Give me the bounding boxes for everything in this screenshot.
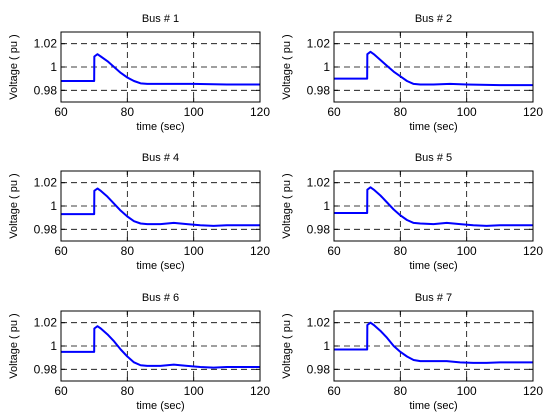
series-line: [61, 187, 260, 227]
x-tick-label: 60: [54, 384, 68, 398]
series-line: [61, 53, 260, 86]
x-tick-label: 60: [54, 105, 68, 119]
x-tick-label: 60: [327, 244, 341, 258]
chart-panel: Bus # 5 60 80 100 120 0.98 1 1.02 time (sec) Volt…: [281, 152, 543, 272]
x-tick-label: 120: [523, 244, 543, 258]
chart-panel: Bus # 7 60 80 100 120 0.98 1 1.02 time (sec) Volt…: [281, 292, 543, 412]
x-tick-label: 80: [394, 244, 408, 258]
x-axis-label: time (sec): [136, 260, 184, 272]
chart-title: Bus # 1: [142, 13, 179, 25]
y-tick-label: 1: [50, 60, 57, 74]
x-tick-label: 120: [250, 105, 270, 119]
series-line: [334, 50, 533, 87]
chart-title: Bus # 4: [142, 152, 179, 164]
y-axis-label: Voltage ( pu ): [281, 173, 293, 238]
x-axis-label: time (sec): [409, 260, 457, 272]
y-tick-label: 1.02: [34, 176, 58, 190]
chart-title: Bus # 5: [415, 152, 452, 164]
x-tick-label: 60: [54, 244, 68, 258]
x-axis-label: time (sec): [136, 121, 184, 133]
x-tick-label: 80: [121, 244, 135, 258]
series-line: [334, 321, 533, 364]
x-tick-label: 80: [394, 105, 408, 119]
x-tick-label: 100: [184, 244, 204, 258]
y-tick-label: 0.98: [307, 362, 331, 376]
y-tick-label: 0.98: [34, 362, 58, 376]
chart-panel: Bus # 6 60 80 100 120 0.98 1 1.02 time (sec) Volt…: [8, 292, 270, 412]
x-axis-label: time (sec): [136, 400, 184, 412]
y-tick-label: 1.02: [34, 37, 58, 51]
chart-panel: Bus # 4 60 80 100 120 0.98 1 1.02 time (sec) Volt…: [8, 152, 270, 272]
y-tick-label: 1: [50, 339, 57, 353]
y-axis-label: Voltage ( pu ): [281, 313, 293, 378]
y-tick-label: 1.02: [307, 316, 331, 330]
x-tick-label: 100: [457, 105, 477, 119]
y-axis-label: Voltage ( pu ): [8, 34, 20, 99]
x-tick-label: 60: [327, 384, 341, 398]
x-tick-label: 100: [184, 105, 204, 119]
y-tick-label: 0.98: [34, 222, 58, 236]
y-tick-label: 1.02: [34, 316, 58, 330]
series-line: [61, 325, 260, 369]
x-tick-label: 120: [523, 105, 543, 119]
chart-title: Bus # 6: [142, 292, 179, 304]
x-tick-label: 100: [184, 384, 204, 398]
y-tick-label: 1: [50, 199, 57, 213]
axes-box: [60, 310, 261, 382]
x-tick-label: 120: [250, 384, 270, 398]
y-tick-label: 1.02: [307, 37, 331, 51]
x-tick-label: 120: [523, 384, 543, 398]
y-axis-label: Voltage ( pu ): [281, 34, 293, 99]
series-line: [334, 186, 533, 227]
y-tick-label: 1: [323, 60, 330, 74]
y-tick-label: 0.98: [34, 83, 58, 97]
x-tick-label: 100: [457, 384, 477, 398]
chart-title: Bus # 2: [415, 13, 452, 25]
x-tick-label: 100: [457, 244, 477, 258]
x-tick-label: 120: [250, 244, 270, 258]
x-tick-label: 80: [121, 384, 135, 398]
y-tick-label: 0.98: [307, 222, 331, 236]
y-axis-label: Voltage ( pu ): [8, 313, 20, 378]
chart-panel: Bus # 2 60 80 100 120 0.98 1 1.02 time (sec) Volt…: [281, 13, 543, 133]
axes-box: [60, 170, 261, 242]
x-tick-label: 80: [394, 384, 408, 398]
axes-box: [60, 31, 261, 103]
chart-title: Bus # 7: [415, 292, 452, 304]
y-tick-label: 1.02: [307, 176, 331, 190]
x-tick-label: 80: [121, 105, 135, 119]
x-axis-label: time (sec): [409, 121, 457, 133]
x-axis-label: time (sec): [409, 400, 457, 412]
y-tick-label: 1: [323, 199, 330, 213]
axes-box: [333, 31, 534, 103]
chart-panel: Bus # 1 60 80 100 120 0.98 1 1.02 time (sec) Volt…: [8, 13, 270, 133]
axes-box: [333, 310, 534, 382]
axes-box: [333, 170, 534, 242]
x-tick-label: 60: [327, 105, 341, 119]
y-tick-label: 0.98: [307, 83, 331, 97]
y-tick-label: 1: [323, 339, 330, 353]
y-axis-label: Voltage ( pu ): [8, 173, 20, 238]
